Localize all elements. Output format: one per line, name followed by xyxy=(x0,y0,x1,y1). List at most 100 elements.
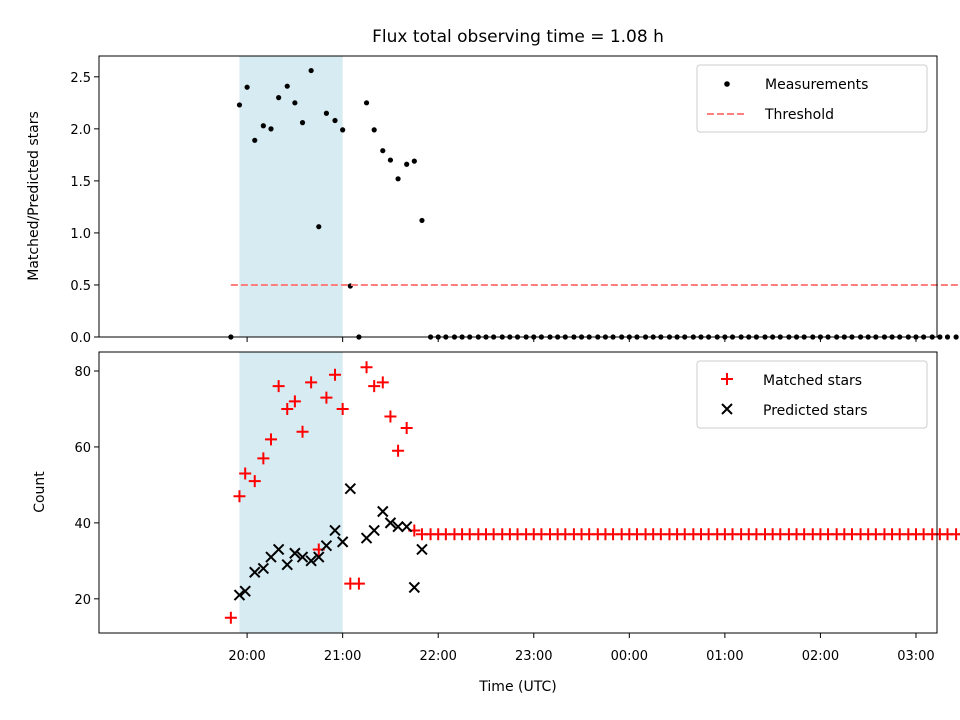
predicted-stars-point xyxy=(239,585,251,597)
top-plot-frame xyxy=(98,55,938,338)
bottom-y-axis-label: Count xyxy=(32,471,48,513)
measurements-point xyxy=(292,100,298,106)
predicted-stars-point xyxy=(336,536,349,548)
measurements-point xyxy=(363,100,370,106)
matched-stars-point xyxy=(233,490,246,503)
bottom-x-tick-label: 20:00 xyxy=(228,649,265,664)
measurements-point xyxy=(268,126,274,132)
matched-stars-point xyxy=(352,577,365,590)
measurements-point xyxy=(411,158,417,164)
measurements-point xyxy=(387,157,394,163)
matched-stars-point xyxy=(272,380,285,393)
bottom-x-tick-label: 02:00 xyxy=(802,649,839,664)
measurements-point xyxy=(299,120,306,126)
x-axis-label: Time (UTC) xyxy=(478,679,556,695)
bottom-x-tick-label: 03:00 xyxy=(897,649,934,664)
top-y-tick-label: 0.5 xyxy=(70,279,91,294)
legend-predicted-marker xyxy=(721,403,733,415)
predicted-stars-point xyxy=(400,520,413,533)
measurements-point xyxy=(308,67,314,74)
predicted-stars-point xyxy=(329,524,341,537)
measurements-point xyxy=(937,334,943,340)
top-plot: 0.0 0.5 1.0 1.5 2.0 2.5 xyxy=(70,55,960,346)
matched-stars-point xyxy=(368,380,381,393)
measurements-point xyxy=(340,127,346,133)
predicted-stars-point xyxy=(344,482,357,495)
legend-matched-label: Matched stars xyxy=(763,373,862,389)
top-legend: Measurements Threshold xyxy=(696,64,928,133)
bottom-legend: Matched stars Predicted stars xyxy=(696,360,928,429)
measurements-point xyxy=(944,334,951,340)
predicted-stars-point xyxy=(392,520,404,533)
measurements-point xyxy=(276,95,282,101)
predicted-stars-point xyxy=(305,555,317,567)
matched-stars-point xyxy=(281,402,294,415)
predicted-stars-point xyxy=(272,543,285,556)
matched-stars-point xyxy=(320,391,333,404)
bottom-y-tick-label: 60 xyxy=(74,441,91,456)
predicted-stars-point xyxy=(313,551,325,563)
predicted-stars-point xyxy=(233,589,246,601)
top-y-tick-label: 1.0 xyxy=(70,227,91,242)
matched-stars-point xyxy=(296,425,309,438)
bottom-x-tick-label: 22:00 xyxy=(419,649,456,664)
measurements-point xyxy=(332,117,338,124)
top-y-tick-label: 2.0 xyxy=(70,123,91,138)
bottom-y-tick-label: 80 xyxy=(74,365,91,380)
legend-measurements-marker xyxy=(724,81,730,87)
matched-stars-point xyxy=(336,402,349,415)
matched-stars-point xyxy=(400,421,413,434)
predicted-stars-point xyxy=(384,517,397,529)
legend-predicted-label: Predicted stars xyxy=(763,403,868,419)
top-observing-span xyxy=(239,56,343,337)
predicted-stars-point xyxy=(408,581,421,594)
bottom-x-tick-label: 21:00 xyxy=(324,649,361,664)
predicted-stars-point xyxy=(368,524,380,537)
matched-stars-point xyxy=(239,467,252,480)
predicted-stars-point xyxy=(249,566,261,578)
matched-stars-point xyxy=(376,376,389,389)
matched-stars-point xyxy=(257,452,270,465)
bottom-x-tick-label: 00:00 xyxy=(611,649,648,664)
bottom-legend-frame xyxy=(696,360,928,429)
predicted-stars-point xyxy=(320,539,333,552)
matched-stars-point xyxy=(392,444,405,457)
matched-stars-point xyxy=(224,611,237,624)
predicted-stars-point xyxy=(289,547,301,559)
legend-measurements-label: Measurements xyxy=(765,77,868,93)
top-y-tick-label: 0.0 xyxy=(70,331,91,346)
bottom-x-tick-label: 01:00 xyxy=(706,649,743,664)
bottom-x-tick-label: 23:00 xyxy=(515,649,552,664)
top-legend-frame xyxy=(696,64,928,133)
legend-matched-marker xyxy=(721,373,733,385)
measurements-point xyxy=(395,176,401,182)
matched-stars-point xyxy=(288,395,301,408)
top-y-axis-label: Matched/Predicted stars xyxy=(26,111,42,281)
bottom-plot-frame xyxy=(98,351,938,634)
predicted-stars-point xyxy=(416,543,428,556)
predicted-stars-point xyxy=(377,505,389,518)
matched-stars-point xyxy=(264,433,277,446)
matched-stars-point xyxy=(329,368,342,381)
legend-threshold-label: Threshold xyxy=(764,107,834,123)
matched-stars-point xyxy=(384,410,397,423)
measurements-point xyxy=(371,127,377,133)
predicted-stars-point xyxy=(281,558,293,571)
top-y-tick-label: 1.5 xyxy=(70,175,91,190)
measurements-point xyxy=(244,84,250,90)
matched-stars-point xyxy=(950,528,960,541)
bottom-y-tick-label: 40 xyxy=(74,517,91,532)
measurements-point xyxy=(323,110,330,116)
measurements-point xyxy=(236,102,243,108)
measurements-point xyxy=(419,217,425,224)
matched-stars-point xyxy=(360,361,373,374)
measurements-point xyxy=(380,148,386,154)
measurements-point xyxy=(316,224,322,230)
measurements-point xyxy=(252,137,258,143)
predicted-stars-point xyxy=(296,551,309,563)
measurements-point xyxy=(284,83,290,89)
bottom-plot: 20 40 60 80 20:00 21:00 22:00 23:00 00:00 01:00 02… xyxy=(74,351,960,664)
measurements-point xyxy=(953,334,959,340)
measurements-point xyxy=(260,123,266,129)
